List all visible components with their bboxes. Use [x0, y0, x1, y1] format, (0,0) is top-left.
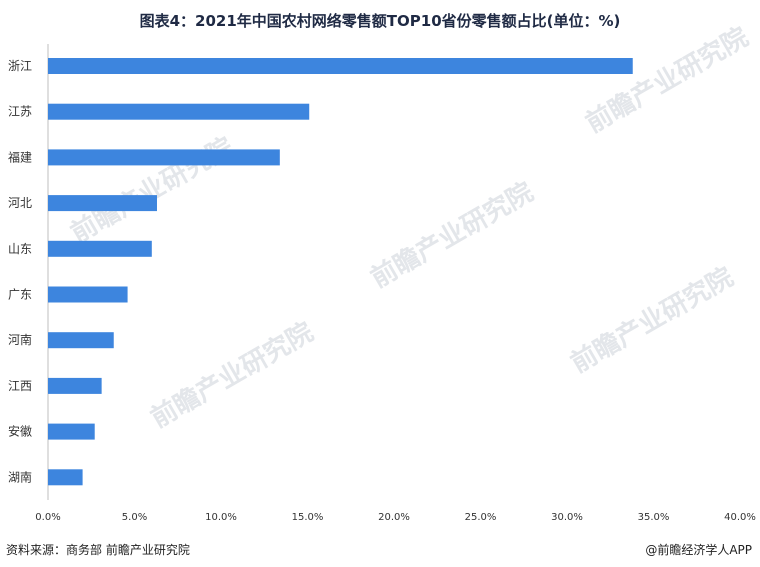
- category-label: 浙江: [8, 59, 32, 73]
- x-tick-label: 10.0%: [205, 512, 237, 523]
- category-label: 江西: [8, 379, 32, 393]
- x-tick-label: 5.0%: [122, 512, 147, 523]
- x-tick-label: 15.0%: [292, 512, 324, 523]
- x-tick-label: 0.0%: [35, 512, 60, 523]
- x-tick-label: 30.0%: [551, 512, 583, 523]
- chart-title: 图表4：2021年中国农村网络零售额TOP10省份零售额占比(单位：%): [139, 12, 621, 30]
- x-tick-label: 20.0%: [378, 512, 410, 523]
- category-label: 安徽: [8, 424, 32, 439]
- bar: [48, 149, 280, 166]
- source-note: 资料来源：商务部 前瞻产业研究院: [6, 543, 190, 557]
- category-label: 山东: [8, 242, 32, 256]
- bar: [48, 58, 633, 74]
- category-label: 河北: [8, 196, 32, 210]
- bar: [48, 195, 157, 212]
- bar: [48, 469, 83, 486]
- category-label: 河南: [8, 332, 32, 347]
- brand-credit: @前瞻经济学人APP: [645, 543, 752, 557]
- bar: [48, 286, 128, 303]
- x-tick-label: 40.0%: [724, 512, 756, 523]
- bar: [48, 103, 310, 120]
- bar: [48, 332, 114, 349]
- category-label: 江苏: [8, 105, 32, 119]
- x-tick-label: 25.0%: [465, 512, 497, 523]
- category-label: 福建: [8, 149, 32, 164]
- category-label: 广东: [8, 288, 32, 302]
- bar: [48, 240, 152, 257]
- category-label: 湖南: [8, 469, 32, 484]
- x-tick-label: 35.0%: [638, 512, 670, 523]
- bar: [48, 377, 102, 394]
- bar: [48, 423, 95, 440]
